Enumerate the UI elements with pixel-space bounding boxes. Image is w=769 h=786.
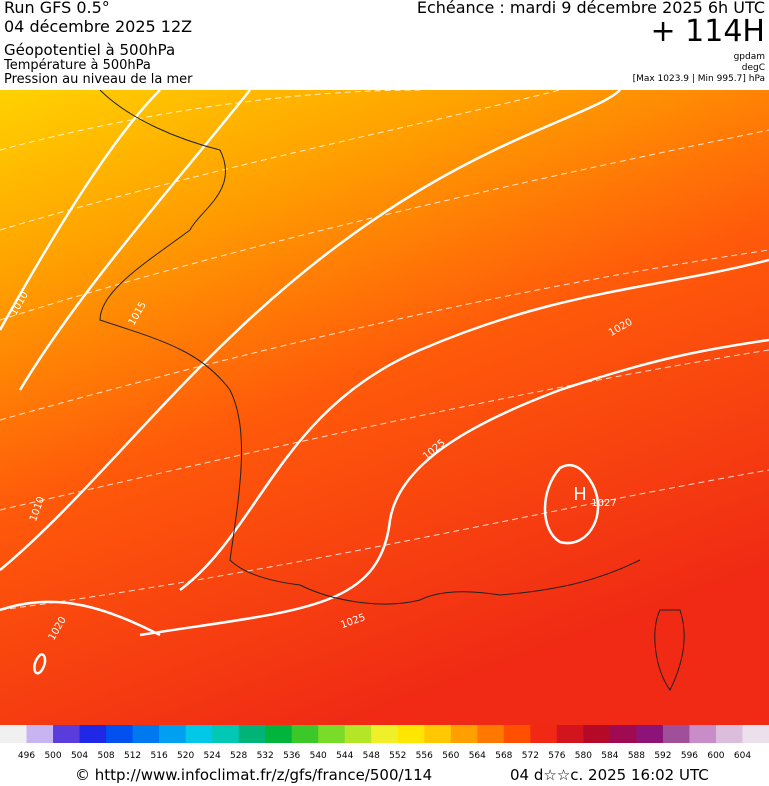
scale-label: 592 xyxy=(654,751,671,761)
scale-swatch xyxy=(662,725,690,743)
scale-swatch xyxy=(530,725,558,743)
range: [Max 1023.9 | Min 995.7] hPa xyxy=(632,74,765,84)
scale-swatch xyxy=(238,725,266,743)
unit: degC xyxy=(741,63,765,73)
scale-swatch xyxy=(424,725,452,743)
scale-swatch xyxy=(636,725,664,743)
scale-label: 504 xyxy=(71,751,88,761)
run: Run GFS 0.5° xyxy=(4,0,110,17)
scale-label: 508 xyxy=(97,751,114,761)
scale-swatch xyxy=(715,725,743,743)
scale-label: 596 xyxy=(681,751,698,761)
scale-label: 496 xyxy=(18,751,35,761)
layer: Pression au niveau de la mer xyxy=(4,72,193,87)
scale-swatch xyxy=(397,725,425,743)
scale-label: 512 xyxy=(124,751,141,761)
scale-label: 572 xyxy=(522,751,539,761)
layer: Géopotentiel à 500hPa xyxy=(4,41,176,59)
scale-swatch xyxy=(0,725,28,743)
color-scale: 496 500 504 508 512 516 520 524 528 532 536 540 544 5… xyxy=(0,725,769,761)
scale-label: 528 xyxy=(230,751,247,761)
temperature-field xyxy=(0,90,769,726)
high-pressure: H xyxy=(573,484,587,505)
source: © http://www.infoclimat.fr/z/gfs/france/… xyxy=(75,766,433,784)
scale-swatch xyxy=(742,725,769,743)
scale-swatch xyxy=(291,725,319,743)
scale-label: 536 xyxy=(283,751,300,761)
scale-swatch xyxy=(212,725,240,743)
scale-label: 576 xyxy=(548,751,565,761)
run-date: 04 décembre 2025 12Z xyxy=(4,17,193,36)
scale-label: 516 xyxy=(151,751,168,761)
offset: + 114H xyxy=(650,14,766,49)
scale-swatch xyxy=(26,725,54,743)
scale-label: 600 xyxy=(707,751,724,761)
scale-label: 604 xyxy=(734,751,751,761)
scale-swatch xyxy=(185,725,213,743)
scale-label: 524 xyxy=(204,751,221,761)
scale-label: 560 xyxy=(442,751,459,761)
scale-swatch xyxy=(344,725,372,743)
scale-label: 520 xyxy=(177,751,194,761)
unit: gpdam xyxy=(733,52,765,62)
scale-swatch xyxy=(556,725,584,743)
scale-label: 552 xyxy=(389,751,406,761)
scale-label: 580 xyxy=(575,751,592,761)
scale-swatch xyxy=(106,725,134,743)
scale-label: 556 xyxy=(416,751,433,761)
scale-swatch xyxy=(450,725,478,743)
timestamp: 04 d☆☆c. 2025 16:02 UTC xyxy=(510,766,709,784)
isobar-label: 1027 xyxy=(591,498,616,509)
scale-swatch xyxy=(132,725,160,743)
scale-swatch xyxy=(503,725,531,743)
forecast: Echéance : mardi 9 décembre 2025 6h UTC xyxy=(416,0,765,17)
scale-label: 544 xyxy=(336,751,353,761)
scale-label: 588 xyxy=(628,751,645,761)
scale-swatch xyxy=(53,725,81,743)
scale-label: 584 xyxy=(601,751,618,761)
scale-label: 532 xyxy=(257,751,274,761)
scale-swatch xyxy=(477,725,505,743)
scale-swatch xyxy=(79,725,107,743)
temperature-isolines xyxy=(0,90,769,611)
scale-label: 564 xyxy=(469,751,486,761)
scale-label: 500 xyxy=(44,751,61,761)
scale-label: 540 xyxy=(310,751,327,761)
scale-swatch xyxy=(318,725,346,743)
layer: Température à 500hPa xyxy=(4,58,151,73)
scale-label: 568 xyxy=(495,751,512,761)
scale-swatch xyxy=(583,725,611,743)
scale-swatch xyxy=(265,725,293,743)
coastlines xyxy=(99,90,685,691)
isobars xyxy=(0,90,769,675)
scale-swatch xyxy=(159,725,187,743)
scale-swatch xyxy=(689,725,717,743)
scale-swatch xyxy=(371,725,399,743)
scale-swatch xyxy=(609,725,637,743)
scale-label: 548 xyxy=(363,751,380,761)
